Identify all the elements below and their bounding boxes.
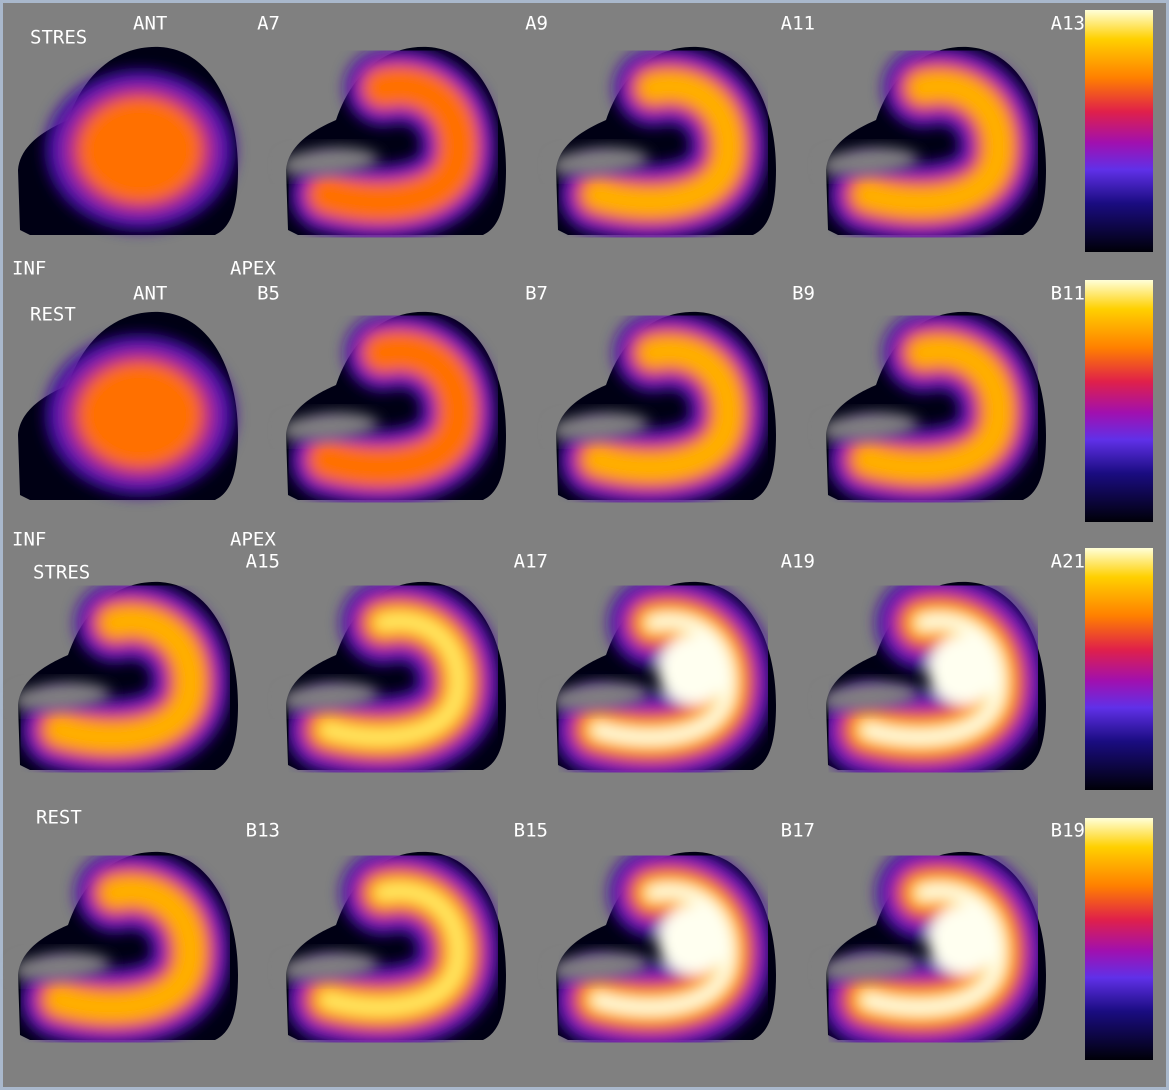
view-label: REST bbox=[36, 807, 82, 829]
activity bbox=[45, 334, 235, 496]
color-bar bbox=[1085, 548, 1153, 790]
slice-label: B11 bbox=[1051, 283, 1085, 305]
view-label: REST bbox=[30, 304, 76, 326]
view-label: STRES bbox=[30, 27, 87, 49]
slice-label: B7 bbox=[525, 283, 548, 305]
slice-label: A9 bbox=[525, 13, 548, 35]
apex-label: APEX bbox=[230, 258, 276, 280]
orientation-label: ANT bbox=[133, 283, 167, 305]
uptake bbox=[80, 99, 200, 201]
slice-label: B5 bbox=[257, 283, 280, 305]
inf-label: INF bbox=[12, 529, 46, 551]
slice-label: A7 bbox=[257, 13, 280, 35]
slice-label: A19 bbox=[781, 551, 815, 573]
color-bar bbox=[1085, 10, 1153, 252]
uptake bbox=[658, 905, 728, 975]
uptake bbox=[658, 635, 728, 705]
orientation-label: ANT bbox=[133, 13, 167, 35]
slice-label: A17 bbox=[514, 551, 548, 573]
apex-label: APEX bbox=[230, 529, 276, 551]
view-label: STRES bbox=[33, 562, 90, 584]
slice-label: A13 bbox=[1051, 13, 1085, 35]
slice-label: A15 bbox=[246, 551, 280, 573]
slice-label: B13 bbox=[246, 820, 280, 842]
viewer: STRES ANT A7 A9 A11 A13 INF APEX REST AN… bbox=[0, 0, 1169, 1090]
uptake bbox=[80, 364, 200, 466]
slice-label: A11 bbox=[781, 13, 815, 35]
color-bar bbox=[1085, 818, 1153, 1060]
slice-label: B19 bbox=[1051, 820, 1085, 842]
color-bar bbox=[1085, 280, 1153, 522]
slice-label: B9 bbox=[792, 283, 815, 305]
slice-label: B15 bbox=[514, 820, 548, 842]
slice-label: A21 bbox=[1051, 551, 1085, 573]
uptake bbox=[928, 905, 998, 975]
slice-label: B17 bbox=[781, 820, 815, 842]
inf-label: INF bbox=[12, 258, 46, 280]
activity bbox=[45, 69, 235, 231]
uptake bbox=[928, 635, 998, 705]
